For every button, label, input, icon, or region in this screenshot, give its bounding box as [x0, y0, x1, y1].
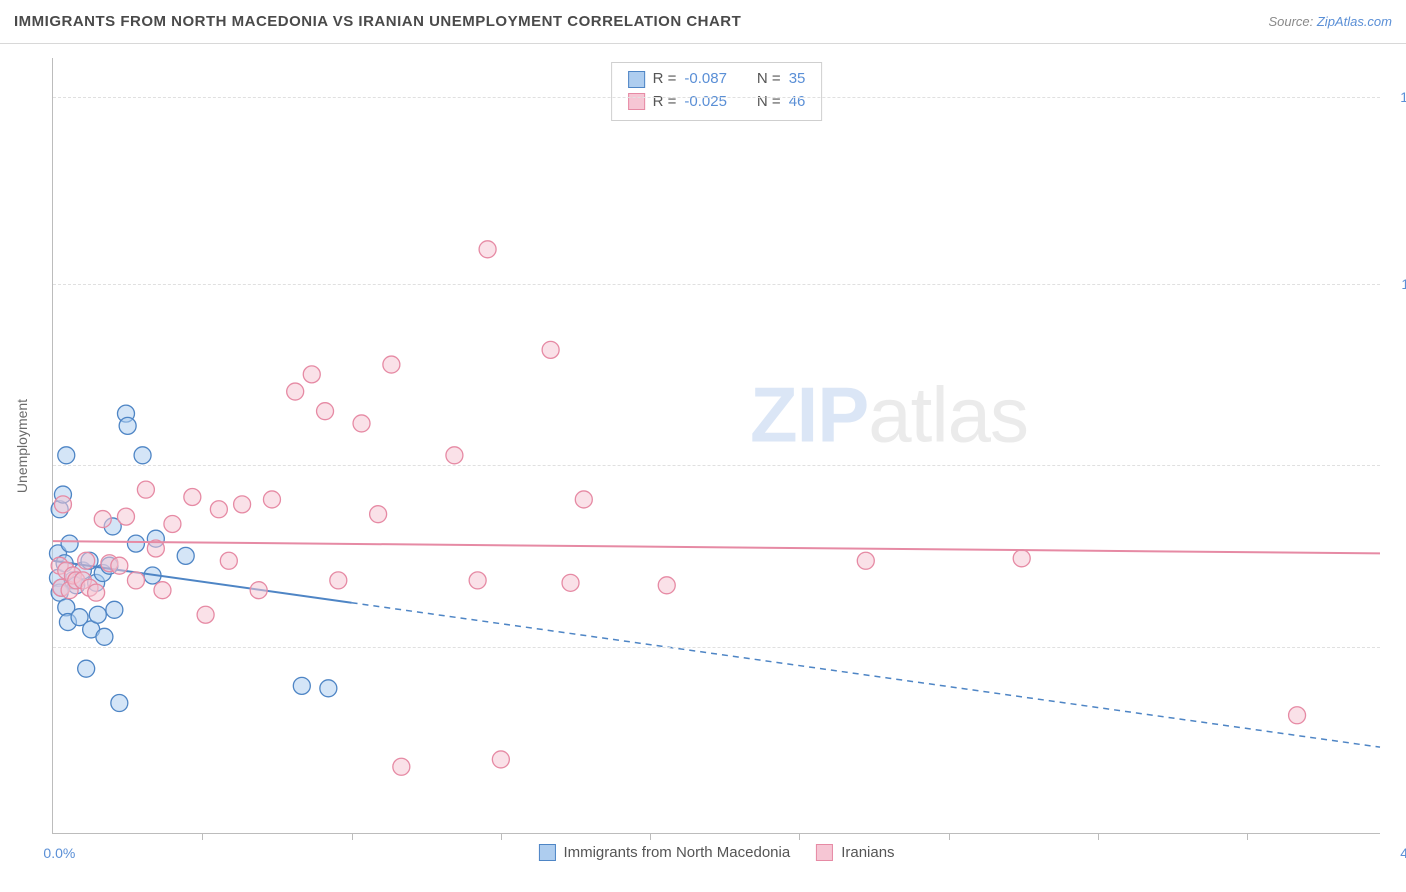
x-tick: [501, 833, 502, 840]
series-swatch: [628, 93, 645, 110]
data-point: [250, 582, 267, 599]
series-swatch: [628, 71, 645, 88]
data-point: [263, 491, 280, 508]
data-point: [1013, 550, 1030, 567]
data-point: [370, 506, 387, 523]
data-point: [58, 447, 75, 464]
stats-row: R = -0.025 N = 46: [628, 91, 806, 114]
legend-item: Iranians: [816, 844, 894, 861]
data-point: [658, 577, 675, 594]
chart-title: IMMIGRANTS FROM NORTH MACEDONIA VS IRANI…: [14, 13, 741, 30]
y-tick-label: 15.0%: [1386, 89, 1406, 105]
data-point: [479, 241, 496, 258]
stats-row: R = -0.087 N = 35: [628, 68, 806, 91]
data-point: [154, 582, 171, 599]
data-point: [562, 574, 579, 591]
data-point: [320, 680, 337, 697]
x-tick: [799, 833, 800, 840]
r-label: R =: [653, 91, 677, 114]
x-axis-max-label: 40.0%: [1386, 845, 1406, 861]
data-point: [127, 572, 144, 589]
data-point: [234, 496, 251, 513]
legend-item: Immigrants from North Macedonia: [538, 844, 790, 861]
data-point: [383, 356, 400, 373]
y-tick-label: 3.8%: [1386, 639, 1406, 655]
data-point: [317, 403, 334, 420]
data-point: [393, 758, 410, 775]
data-point: [117, 508, 134, 525]
data-point: [119, 417, 136, 434]
data-point: [127, 535, 144, 552]
n-value: 35: [789, 68, 806, 91]
data-point: [78, 552, 95, 569]
n-value: 46: [789, 91, 806, 114]
n-label: N =: [757, 91, 781, 114]
correlation-stats-box: R = -0.087 N = 35 R = -0.025 N = 46: [611, 62, 823, 121]
legend: Immigrants from North Macedonia Iranians: [538, 844, 894, 861]
x-tick: [1098, 833, 1099, 840]
data-point: [164, 515, 181, 532]
gridline: [53, 465, 1380, 466]
data-point: [330, 572, 347, 589]
data-point: [184, 489, 201, 506]
y-tick-label: 11.2%: [1386, 276, 1406, 292]
gridline: [53, 647, 1380, 648]
x-tick: [352, 833, 353, 840]
trend-line-extrapolated: [352, 603, 1380, 747]
data-point: [89, 606, 106, 623]
data-point: [54, 496, 71, 513]
r-value: -0.087: [684, 68, 727, 91]
x-tick: [202, 833, 203, 840]
data-point: [542, 341, 559, 358]
y-tick-label: 7.5%: [1386, 457, 1406, 473]
data-point: [78, 660, 95, 677]
source-attribution: Source: ZipAtlas.com: [1268, 14, 1392, 29]
source-link[interactable]: ZipAtlas.com: [1317, 14, 1392, 29]
data-point: [61, 535, 78, 552]
data-point: [293, 677, 310, 694]
x-tick: [650, 833, 651, 840]
data-point: [177, 547, 194, 564]
y-axis-label: Unemployment: [14, 399, 30, 493]
trend-line: [53, 541, 1380, 553]
source-prefix: Source:: [1268, 14, 1316, 29]
data-point: [111, 557, 128, 574]
series-swatch: [816, 844, 833, 861]
series-swatch: [538, 844, 555, 861]
x-tick: [949, 833, 950, 840]
data-point: [469, 572, 486, 589]
data-point: [575, 491, 592, 508]
data-point: [446, 447, 463, 464]
data-point: [134, 447, 151, 464]
data-point: [197, 606, 214, 623]
data-point: [137, 481, 154, 498]
data-point: [88, 584, 105, 601]
data-point: [857, 552, 874, 569]
chart-svg: [53, 58, 1380, 833]
data-point: [287, 383, 304, 400]
r-label: R =: [653, 68, 677, 91]
data-point: [106, 601, 123, 618]
gridline: [53, 97, 1380, 98]
plot-area: ZIPatlas R = -0.087N = 35R = -0.025N = 4…: [52, 58, 1380, 834]
data-point: [210, 501, 227, 518]
legend-label: Immigrants from North Macedonia: [563, 844, 790, 861]
legend-label: Iranians: [841, 844, 894, 861]
data-point: [1289, 707, 1306, 724]
gridline: [53, 284, 1380, 285]
x-axis-min-label: 0.0%: [43, 845, 75, 861]
data-point: [492, 751, 509, 768]
data-point: [220, 552, 237, 569]
data-point: [303, 366, 320, 383]
data-point: [111, 695, 128, 712]
x-tick: [1247, 833, 1248, 840]
data-point: [96, 628, 113, 645]
n-label: N =: [757, 68, 781, 91]
r-value: -0.025: [684, 91, 727, 114]
data-point: [94, 511, 111, 528]
data-point: [353, 415, 370, 432]
